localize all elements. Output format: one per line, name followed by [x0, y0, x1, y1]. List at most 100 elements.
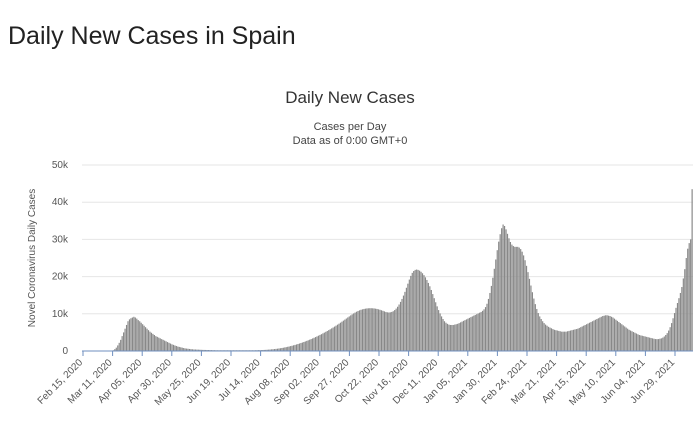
bar[interactable]: [279, 348, 281, 351]
bar[interactable]: [199, 349, 201, 351]
bar[interactable]: [543, 323, 545, 351]
bar[interactable]: [558, 330, 560, 351]
bar[interactable]: [432, 294, 434, 351]
bar[interactable]: [577, 328, 579, 351]
bar[interactable]: [152, 333, 154, 351]
bar[interactable]: [487, 298, 490, 351]
bar[interactable]: [622, 325, 624, 351]
bar[interactable]: [612, 317, 614, 351]
bar[interactable]: [539, 316, 541, 351]
bar[interactable]: [530, 285, 532, 351]
bar[interactable]: [328, 330, 330, 351]
bar[interactable]: [460, 322, 462, 351]
bar[interactable]: [303, 341, 305, 351]
bar[interactable]: [395, 308, 397, 351]
bar[interactable]: [644, 336, 646, 351]
bar[interactable]: [121, 336, 123, 351]
bar[interactable]: [640, 335, 642, 351]
bar[interactable]: [284, 347, 286, 351]
bar[interactable]: [382, 310, 384, 351]
bar[interactable]: [342, 320, 344, 351]
bar[interactable]: [345, 318, 347, 351]
bar[interactable]: [435, 302, 437, 351]
bar[interactable]: [625, 327, 627, 351]
bar[interactable]: [367, 308, 369, 351]
bar[interactable]: [542, 321, 544, 351]
bar[interactable]: [291, 345, 293, 351]
bar[interactable]: [506, 233, 509, 351]
bar[interactable]: [490, 285, 492, 351]
bar[interactable]: [391, 311, 393, 351]
bar[interactable]: [357, 310, 359, 351]
bar[interactable]: [320, 334, 323, 351]
bar[interactable]: [531, 292, 533, 351]
bar[interactable]: [397, 306, 399, 351]
bar[interactable]: [175, 345, 177, 351]
bar[interactable]: [439, 313, 441, 351]
bar[interactable]: [187, 348, 189, 351]
bar[interactable]: [465, 319, 468, 351]
bar[interactable]: [471, 316, 473, 351]
bar[interactable]: [561, 331, 563, 351]
bar[interactable]: [351, 314, 353, 351]
bar[interactable]: [292, 345, 295, 351]
bar[interactable]: [631, 331, 633, 351]
bar[interactable]: [581, 326, 583, 351]
bar[interactable]: [643, 336, 645, 351]
bar[interactable]: [336, 324, 339, 351]
bar[interactable]: [133, 316, 135, 351]
bar[interactable]: [363, 308, 365, 351]
bar[interactable]: [369, 308, 371, 351]
bar[interactable]: [676, 303, 679, 351]
bar[interactable]: [473, 315, 475, 351]
bar[interactable]: [120, 339, 122, 351]
bar[interactable]: [166, 342, 169, 351]
bar[interactable]: [483, 309, 485, 351]
bar[interactable]: [147, 330, 150, 351]
bar[interactable]: [588, 322, 591, 351]
bar[interactable]: [578, 327, 580, 351]
bar[interactable]: [272, 349, 274, 351]
bar[interactable]: [448, 324, 450, 351]
bar[interactable]: [613, 318, 616, 351]
bar[interactable]: [568, 330, 570, 351]
bar[interactable]: [688, 243, 690, 351]
bar[interactable]: [348, 316, 350, 351]
bar[interactable]: [411, 272, 413, 351]
bar[interactable]: [410, 275, 412, 351]
bar[interactable]: [405, 287, 407, 351]
bar[interactable]: [419, 270, 421, 351]
bar[interactable]: [184, 348, 186, 351]
bar[interactable]: [177, 346, 179, 351]
bar[interactable]: [647, 337, 649, 351]
bar[interactable]: [127, 321, 129, 351]
bar[interactable]: [534, 304, 536, 351]
bar[interactable]: [206, 349, 208, 351]
bar[interactable]: [128, 319, 131, 351]
bar[interactable]: [317, 335, 320, 351]
bar[interactable]: [638, 335, 640, 351]
bar[interactable]: [492, 277, 494, 351]
bar[interactable]: [608, 315, 610, 351]
bar[interactable]: [662, 337, 664, 351]
bar[interactable]: [566, 331, 569, 351]
bar[interactable]: [671, 323, 673, 351]
bar[interactable]: [115, 347, 117, 351]
bar[interactable]: [569, 330, 572, 351]
bar[interactable]: [433, 298, 435, 351]
bar[interactable]: [426, 279, 428, 351]
bar[interactable]: [350, 315, 352, 351]
bar[interactable]: [449, 324, 451, 351]
bar[interactable]: [559, 331, 561, 351]
bar[interactable]: [118, 342, 120, 351]
bar[interactable]: [443, 321, 446, 351]
bar[interactable]: [610, 316, 613, 351]
bar[interactable]: [164, 340, 166, 351]
bar[interactable]: [600, 316, 602, 351]
bar[interactable]: [117, 345, 119, 351]
bar[interactable]: [312, 338, 314, 351]
bar[interactable]: [360, 309, 362, 351]
bar[interactable]: [379, 309, 381, 351]
bar[interactable]: [181, 347, 183, 351]
bar[interactable]: [300, 343, 302, 351]
